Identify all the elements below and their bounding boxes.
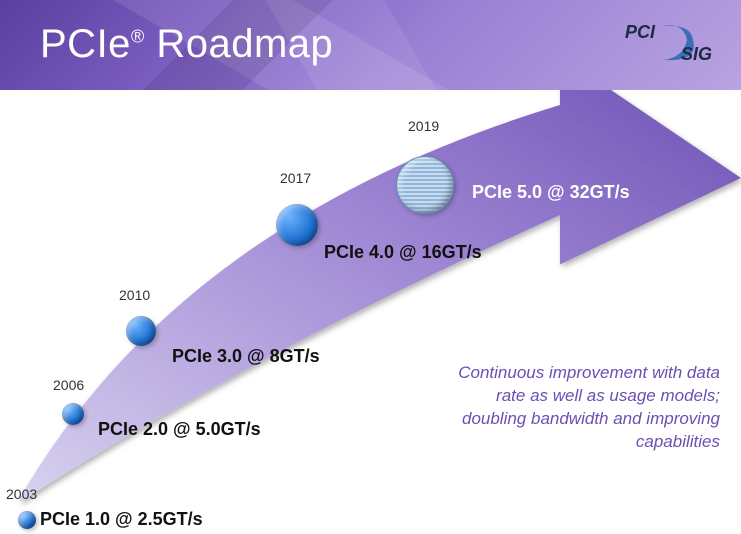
- milestone-label-2017: PCIe 4.0 @ 16GT/s: [324, 242, 482, 263]
- milestone-label-2003: PCIe 1.0 @ 2.5GT/s: [40, 509, 203, 530]
- title-banner: PCIe® Roadmap PCI SIG: [0, 0, 741, 90]
- milestone-dot-2006: [62, 403, 84, 425]
- milestone-label-2019: PCIe 5.0 @ 32GT/s: [472, 182, 630, 203]
- milestone-year-2017: 2017: [280, 170, 311, 186]
- milestone-label-2010: PCIe 3.0 @ 8GT/s: [172, 346, 320, 367]
- milestone-year-2019: 2019: [408, 118, 439, 134]
- milestone-dot-2017: [276, 204, 318, 246]
- milestone-year-2006: 2006: [53, 377, 84, 393]
- milestone-label-2006: PCIe 2.0 @ 5.0GT/s: [98, 419, 261, 440]
- arrow-graphic: [0, 90, 741, 534]
- milestone-year-2010: 2010: [119, 287, 150, 303]
- milestone-dot-2003: [18, 511, 36, 529]
- milestone-year-2003: 2003: [6, 486, 37, 502]
- caption-text: Continuous improvement with data rate as…: [430, 362, 720, 454]
- svg-text:SIG: SIG: [681, 44, 712, 64]
- milestone-dot-2010: [126, 316, 156, 346]
- pci-sig-logo: PCI SIG: [623, 20, 723, 66]
- milestone-dot-2019: [396, 156, 454, 214]
- roadmap-chart: 2003PCIe 1.0 @ 2.5GT/s 2006 PCIe 2.0 @ 5.0…: [0, 90, 741, 534]
- svg-text:PCI: PCI: [625, 22, 656, 42]
- page-title: PCIe® Roadmap: [40, 22, 333, 67]
